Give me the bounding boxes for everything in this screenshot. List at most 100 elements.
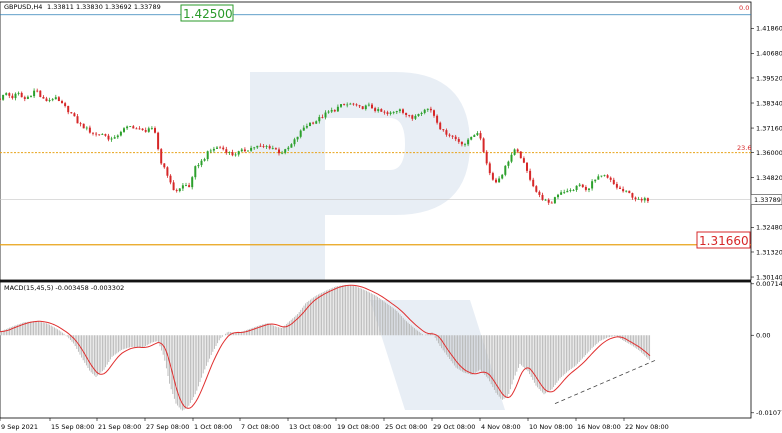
candle-body bbox=[501, 174, 504, 179]
candle-body bbox=[343, 104, 346, 105]
candle-body bbox=[312, 122, 315, 124]
candle-body bbox=[23, 97, 26, 99]
macd-signal-line bbox=[0, 284, 651, 409]
candle-body bbox=[420, 112, 423, 115]
candle-body bbox=[349, 103, 352, 105]
candle-body bbox=[513, 149, 516, 155]
time-tick-label: 29 Oct 08:00 bbox=[433, 423, 475, 431]
candle-body bbox=[377, 109, 380, 111]
candle-body bbox=[250, 147, 253, 151]
candle-body bbox=[572, 189, 575, 191]
candle-body bbox=[439, 122, 442, 130]
candle-body bbox=[138, 128, 141, 130]
fib-label-23: 23.6 bbox=[737, 144, 751, 152]
candle-body bbox=[575, 185, 578, 190]
candle-body bbox=[144, 130, 147, 132]
candle-body bbox=[11, 95, 14, 99]
candle-body bbox=[299, 130, 302, 137]
candle-body bbox=[212, 148, 215, 151]
candle-body bbox=[262, 146, 265, 147]
candle-body bbox=[20, 92, 23, 98]
candle-body bbox=[547, 199, 550, 203]
price-tick-label: 1.34820 bbox=[756, 174, 782, 182]
candle-body bbox=[48, 100, 51, 102]
candle-body bbox=[529, 170, 532, 180]
macd-tick-label: 0.00 bbox=[756, 332, 770, 340]
candle-body bbox=[358, 105, 361, 107]
candle-body bbox=[293, 139, 296, 145]
time-tick-label: 9 Sep 2021 bbox=[1, 423, 38, 431]
symbol-label: GBPUSD,H4 bbox=[4, 3, 42, 11]
price-tick-label: 1.40680 bbox=[756, 50, 782, 58]
macd-histogram bbox=[0, 284, 651, 411]
price-tick-label: 1.41860 bbox=[756, 25, 782, 33]
candle-body bbox=[367, 104, 370, 106]
macd-y-axis: 0.007149 0.00 -0.010776 bbox=[751, 280, 782, 417]
current-price-tag: 1.33789 bbox=[750, 194, 782, 205]
candle-body bbox=[302, 127, 305, 131]
candle-body bbox=[51, 99, 54, 101]
candle-body bbox=[426, 108, 429, 110]
candle-body bbox=[185, 185, 187, 186]
candle-body bbox=[92, 132, 94, 134]
candle-body bbox=[408, 114, 411, 116]
candle-body bbox=[82, 123, 85, 129]
candle-body bbox=[550, 202, 553, 204]
price-tick-label: 1.32480 bbox=[756, 224, 782, 232]
candle-body bbox=[538, 191, 541, 195]
candle-body bbox=[352, 103, 355, 105]
candle-body bbox=[476, 133, 479, 136]
candle-body bbox=[228, 152, 231, 153]
candle-body bbox=[222, 147, 225, 150]
candle-body bbox=[374, 108, 377, 111]
candle-body bbox=[163, 163, 166, 168]
candle-body bbox=[200, 160, 203, 166]
candle-body bbox=[188, 185, 191, 188]
candle-body bbox=[76, 116, 79, 124]
candle-body bbox=[39, 90, 42, 97]
candle-body bbox=[135, 128, 138, 130]
candle-body bbox=[166, 167, 169, 176]
candle-body bbox=[8, 93, 11, 96]
time-tick-label: 13 Oct 08:00 bbox=[289, 423, 331, 431]
time-tick-label: 16 Nov 08:00 bbox=[577, 423, 621, 431]
price-candles bbox=[0, 88, 649, 205]
svg-text:1.42500: 1.42500 bbox=[183, 7, 233, 21]
time-tick-label: 19 Oct 08:00 bbox=[337, 423, 379, 431]
time-tick-label: 4 Nov 08:00 bbox=[481, 423, 521, 431]
candle-body bbox=[581, 184, 584, 188]
candle-body bbox=[553, 197, 556, 204]
macd-tick-label: 0.007149 bbox=[756, 280, 782, 288]
candle-body bbox=[132, 126, 135, 129]
candle-body bbox=[560, 192, 563, 195]
candle-body bbox=[464, 144, 466, 146]
candle-body bbox=[569, 190, 572, 191]
candle-body bbox=[36, 90, 39, 92]
candle-body bbox=[119, 131, 122, 136]
candle-body bbox=[361, 106, 364, 110]
candle-body bbox=[296, 136, 299, 140]
candle-body bbox=[526, 162, 528, 171]
candle-body bbox=[271, 148, 274, 149]
candle-body bbox=[141, 128, 144, 131]
candle-body bbox=[197, 165, 200, 167]
candle-body bbox=[417, 114, 420, 116]
candle-body bbox=[2, 94, 5, 100]
candle-body bbox=[445, 130, 448, 135]
candle-body bbox=[113, 137, 116, 139]
candle-body bbox=[157, 132, 160, 150]
candle-body bbox=[615, 184, 618, 188]
candle-body bbox=[85, 127, 88, 129]
candle-body bbox=[340, 104, 342, 107]
candle-body bbox=[603, 175, 606, 177]
candle-body bbox=[209, 150, 212, 152]
candle-body bbox=[631, 193, 634, 198]
candle-body bbox=[290, 144, 293, 148]
candle-body bbox=[594, 179, 597, 182]
candle-body bbox=[240, 149, 243, 152]
candle-body bbox=[454, 136, 457, 140]
candle-body bbox=[507, 161, 510, 166]
candle-body bbox=[460, 141, 463, 145]
candle-body bbox=[336, 106, 339, 112]
candle-body bbox=[504, 165, 507, 175]
